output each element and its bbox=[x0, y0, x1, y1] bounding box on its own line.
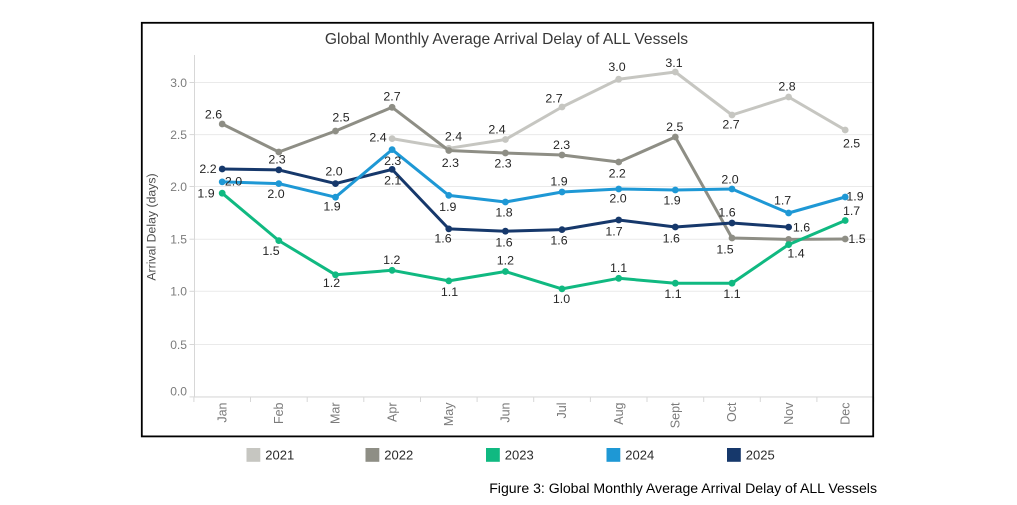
svg-text:2.2: 2.2 bbox=[199, 162, 216, 176]
svg-text:May: May bbox=[442, 402, 456, 426]
svg-text:0.0: 0.0 bbox=[170, 384, 187, 398]
svg-text:Feb: Feb bbox=[272, 402, 286, 424]
svg-text:1.1: 1.1 bbox=[441, 285, 458, 299]
svg-text:1.7: 1.7 bbox=[774, 193, 791, 207]
svg-text:2025: 2025 bbox=[746, 448, 775, 463]
svg-text:2.6: 2.6 bbox=[205, 107, 222, 121]
svg-text:2.0: 2.0 bbox=[721, 172, 738, 186]
svg-text:1.5: 1.5 bbox=[848, 232, 865, 246]
svg-text:Arrival Delay (days): Arrival Delay (days) bbox=[145, 173, 159, 280]
svg-text:1.2: 1.2 bbox=[323, 276, 340, 290]
svg-text:2.4: 2.4 bbox=[369, 130, 386, 144]
svg-text:1.6: 1.6 bbox=[434, 231, 451, 245]
svg-text:3.1: 3.1 bbox=[665, 56, 682, 70]
svg-text:Jul: Jul bbox=[555, 403, 569, 419]
svg-text:2021: 2021 bbox=[265, 448, 294, 463]
svg-text:1.9: 1.9 bbox=[846, 189, 863, 203]
svg-text:1.2: 1.2 bbox=[497, 253, 514, 267]
svg-text:Oct: Oct bbox=[725, 402, 739, 422]
svg-text:1.0: 1.0 bbox=[170, 285, 187, 299]
svg-text:2.0: 2.0 bbox=[267, 187, 284, 201]
svg-text:2.8: 2.8 bbox=[778, 79, 795, 93]
svg-text:2.5: 2.5 bbox=[170, 128, 187, 142]
svg-text:2.7: 2.7 bbox=[383, 89, 400, 103]
svg-text:2.3: 2.3 bbox=[442, 156, 459, 170]
svg-text:1.6: 1.6 bbox=[663, 231, 680, 245]
svg-text:Apr: Apr bbox=[385, 403, 399, 422]
svg-text:1.2: 1.2 bbox=[383, 253, 400, 267]
svg-text:1.1: 1.1 bbox=[664, 287, 681, 301]
svg-text:3.0: 3.0 bbox=[170, 76, 187, 90]
svg-text:Nov: Nov bbox=[782, 402, 796, 425]
svg-text:3.0: 3.0 bbox=[608, 60, 625, 74]
svg-text:2.3: 2.3 bbox=[384, 154, 401, 168]
svg-text:2.3: 2.3 bbox=[494, 157, 511, 171]
svg-text:2.3: 2.3 bbox=[268, 153, 285, 167]
svg-text:2.5: 2.5 bbox=[843, 136, 860, 150]
svg-text:0.5: 0.5 bbox=[170, 338, 187, 352]
svg-text:2.5: 2.5 bbox=[332, 110, 349, 124]
svg-text:Figure 3: Global Monthly Avera: Figure 3: Global Monthly Average Arrival… bbox=[489, 480, 877, 496]
svg-text:2.1: 2.1 bbox=[384, 174, 401, 188]
svg-text:Jun: Jun bbox=[499, 402, 513, 422]
svg-text:2.3: 2.3 bbox=[553, 138, 570, 152]
svg-text:1.7: 1.7 bbox=[605, 225, 622, 239]
svg-text:2.0: 2.0 bbox=[609, 191, 626, 205]
svg-text:1.6: 1.6 bbox=[718, 205, 735, 219]
svg-text:2.7: 2.7 bbox=[722, 117, 739, 131]
svg-text:1.9: 1.9 bbox=[550, 174, 567, 188]
svg-text:1.7: 1.7 bbox=[843, 204, 860, 218]
svg-text:1.5: 1.5 bbox=[262, 244, 279, 258]
svg-text:Sept: Sept bbox=[669, 402, 683, 428]
svg-text:1.8: 1.8 bbox=[495, 205, 512, 219]
svg-text:2.0: 2.0 bbox=[325, 164, 342, 178]
svg-text:2024: 2024 bbox=[625, 448, 654, 463]
svg-text:2.0: 2.0 bbox=[225, 175, 242, 189]
svg-text:1.6: 1.6 bbox=[495, 235, 512, 249]
svg-text:2.0: 2.0 bbox=[170, 180, 187, 194]
svg-text:Mar: Mar bbox=[329, 403, 343, 425]
svg-text:2.4: 2.4 bbox=[488, 122, 505, 136]
svg-text:1.6: 1.6 bbox=[793, 220, 810, 234]
svg-text:2.5: 2.5 bbox=[666, 120, 683, 134]
svg-text:Dec: Dec bbox=[838, 403, 852, 425]
svg-text:1.9: 1.9 bbox=[323, 199, 340, 213]
svg-text:2022: 2022 bbox=[384, 448, 413, 463]
svg-text:1.1: 1.1 bbox=[723, 287, 740, 301]
svg-text:1.0: 1.0 bbox=[553, 292, 570, 306]
svg-text:2.7: 2.7 bbox=[545, 91, 562, 105]
svg-text:1.6: 1.6 bbox=[550, 233, 567, 247]
svg-text:Jan: Jan bbox=[215, 402, 229, 422]
svg-text:1.1: 1.1 bbox=[610, 261, 627, 275]
svg-text:Aug: Aug bbox=[612, 402, 626, 424]
svg-text:1.9: 1.9 bbox=[663, 193, 680, 207]
svg-text:2023: 2023 bbox=[505, 448, 534, 463]
svg-text:1.5: 1.5 bbox=[170, 233, 187, 247]
svg-text:2.4: 2.4 bbox=[445, 130, 462, 144]
svg-text:2.2: 2.2 bbox=[609, 167, 626, 181]
svg-text:1.4: 1.4 bbox=[787, 247, 804, 261]
svg-text:1.9: 1.9 bbox=[439, 200, 456, 214]
svg-text:1.9: 1.9 bbox=[197, 187, 214, 201]
svg-text:Global Monthly Average Arrival: Global Monthly Average Arrival Delay of … bbox=[325, 31, 688, 48]
svg-text:1.5: 1.5 bbox=[716, 242, 733, 256]
